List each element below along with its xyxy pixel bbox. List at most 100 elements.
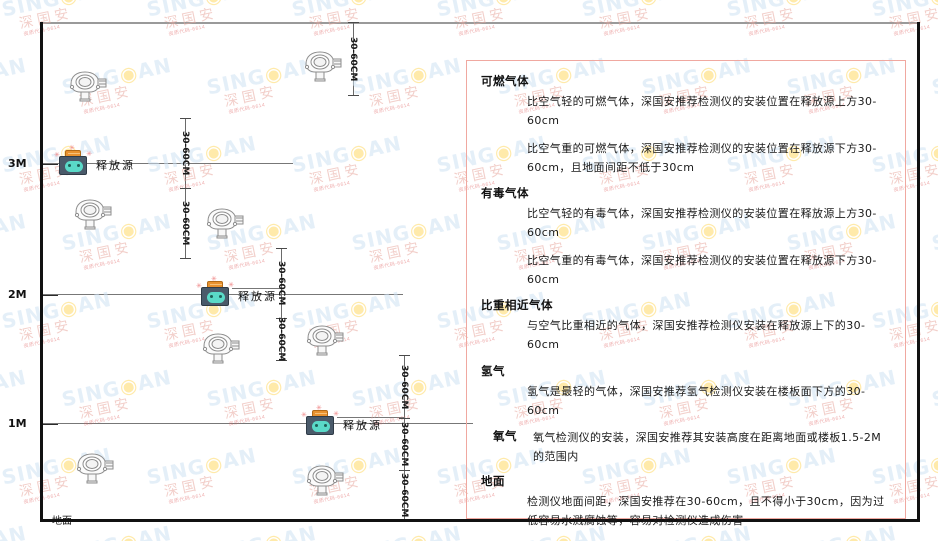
watermark-code: 资质代码-6614	[313, 24, 351, 39]
guideline-section: 有毒气体 比空气轻的有毒气体，深国安推荐检测仪的安装位置在释放源上方30-60cm…	[481, 185, 891, 289]
dimension-label: 30-60CM	[348, 36, 358, 81]
ground-baseline	[40, 519, 920, 522]
dimension-label: 30-60CM	[276, 261, 286, 306]
watermark-chinese: 深国安	[162, 160, 219, 188]
watermark-brand: SING◉AN	[349, 52, 464, 100]
axis-label-2m: 2M	[8, 288, 27, 301]
watermark-brand: SING◉AN	[0, 520, 29, 541]
gas-detector-icon	[196, 330, 240, 364]
guideline-heading: 可燃气体	[481, 74, 529, 88]
axis-tick	[40, 423, 58, 425]
guideline-paragraph: 比空气轻的可燃气体，深国安推荐检测仪的安装位置在释放源上方30-60cm	[527, 95, 877, 128]
dimension-line	[404, 355, 405, 418]
connector-line	[232, 288, 282, 289]
installation-guidelines-panel: 可燃气体比空气轻的可燃气体，深国安推荐检测仪的安装位置在释放源上方30-60cm…	[466, 60, 906, 527]
watermark-chinese: 深国安	[887, 4, 938, 32]
guideline-paragraph: 氢气是最轻的气体，深国安推荐氢气检测仪安装在楼板面下方的30-60cm	[527, 384, 866, 417]
guideline-heading: 氢气	[481, 363, 505, 378]
watermark-brand: SING◉AN	[929, 63, 938, 100]
watermark-chinese: 深国安	[597, 4, 654, 32]
level-line-3m	[43, 163, 293, 164]
frame-top-border	[40, 22, 920, 24]
dimension-arrow	[276, 318, 287, 319]
watermark-code: 资质代码-6614	[23, 323, 118, 351]
guideline-section: 氧气 氧气检测仪的安装，深国安推荐其安装高度在距离地面或楼板1.5-2M的范围内	[481, 428, 891, 467]
watermark-brand: SING◉AN	[144, 0, 259, 22]
connector-line	[337, 417, 405, 418]
release-source-icon: ✳ ✳ ✳	[54, 145, 92, 176]
watermark-chinese: 深国安	[307, 4, 364, 32]
dimension-line	[185, 188, 186, 258]
guideline-section: 可燃气体比空气轻的可燃气体，深国安推荐检测仪的安装位置在释放源上方30-60cm…	[481, 73, 891, 177]
guideline-heading: 氧气	[493, 429, 517, 443]
watermark-brand: SING◉AN	[289, 0, 404, 22]
watermark-chinese: 深国安	[307, 160, 364, 188]
watermark-brand: SING◉AN	[0, 0, 114, 22]
release-source-label: 释放源	[343, 419, 382, 432]
gas-detector-icon	[63, 68, 107, 102]
dimension-arrow	[399, 355, 410, 356]
release-source-label: 释放源	[96, 159, 135, 172]
gas-detector-icon	[200, 205, 244, 239]
watermark-chinese: 深国安	[77, 394, 134, 422]
guideline-heading: 有毒气体	[481, 186, 529, 200]
release-source-icon: ✳ ✳ ✳	[196, 276, 234, 307]
watermark-brand: SING◉AN	[724, 0, 839, 22]
gas-detector-icon	[300, 322, 344, 356]
watermark-brand: SING◉AN	[144, 130, 259, 178]
watermark-brand: SING◉AN	[144, 442, 259, 490]
watermark-chinese: 深国安	[77, 238, 134, 266]
watermark-code: 资质代码-6614	[228, 102, 266, 117]
watermark-brand: SING◉AN	[0, 208, 29, 240]
dimension-line	[281, 248, 282, 318]
watermark-code: 资质代码-6614	[83, 258, 121, 273]
watermark-code: 资质代码-6614	[0, 245, 33, 272]
watermark-brand: SING◉AN	[205, 520, 319, 541]
guideline-paragraph: 氧气检测仪的安装，深国安推荐其安装高度在距离地面或楼板1.5-2M的范围内	[533, 431, 882, 464]
watermark-chinese: 深国安	[742, 4, 799, 32]
guideline-section: 地面 检测仪地面间距，深国安推荐在30-60cm，且不得小于30cm，因为过低容易…	[481, 473, 891, 531]
watermark-code: 资质代码-6614	[893, 24, 931, 39]
watermark-chinese: 深国安	[367, 82, 424, 110]
dimension-label: 30-60CM	[180, 131, 190, 176]
watermark-chinese: 深国安	[17, 316, 74, 344]
frame-right-border	[917, 22, 920, 522]
watermark-chinese: 深国安	[162, 472, 219, 500]
gas-detector-icon	[298, 48, 342, 82]
watermark-code: 资质代码-6614	[373, 102, 411, 117]
dimension-line	[404, 418, 405, 470]
guideline-paragraph: 检测仪地面间距，深国安推荐在30-60cm，且不得小于30cm，因为过低容易水溅…	[527, 494, 885, 527]
watermark-chinese: 深国安	[17, 4, 74, 32]
axis-label-3m: 3M	[8, 157, 27, 170]
watermark-brand: SING◉AN	[929, 219, 938, 256]
watermark-brand: SING◉AN	[930, 523, 938, 541]
watermark-chinese: 深国安	[0, 230, 32, 265]
gas-detector-icon	[68, 196, 112, 230]
watermark-code: 资质代码-6614	[748, 24, 786, 39]
vertical-axis	[40, 22, 43, 522]
watermark-code: 资质代码-6614	[458, 24, 496, 39]
guideline-section: 氢气氢气是最轻的气体，深国安推荐氢气检测仪安装在楼板面下方的30-60cm	[481, 363, 891, 421]
gas-detector-icon	[300, 462, 344, 496]
watermark-chinese: 深国安	[452, 4, 509, 32]
watermark-brand: SING◉AN	[289, 130, 404, 178]
watermark-code: 资质代码-6614	[373, 414, 411, 429]
dimension-arrow	[348, 95, 359, 96]
dimension-arrow	[276, 248, 287, 249]
watermark-code: 资质代码-6614	[83, 414, 121, 429]
watermark-code: 资质代码-6614	[313, 180, 351, 195]
guideline-section: 比重相近气体 与空气比重相近的气体，深国安推荐检测仪安装在释放源上下的30-60c…	[481, 297, 891, 355]
guideline-paragraph: 比空气重的可燃气体，深国安推荐检测仪的安装位置在释放源下方30-60cm，且地面…	[527, 141, 877, 174]
watermark-brand: SING◉AN	[0, 364, 29, 396]
